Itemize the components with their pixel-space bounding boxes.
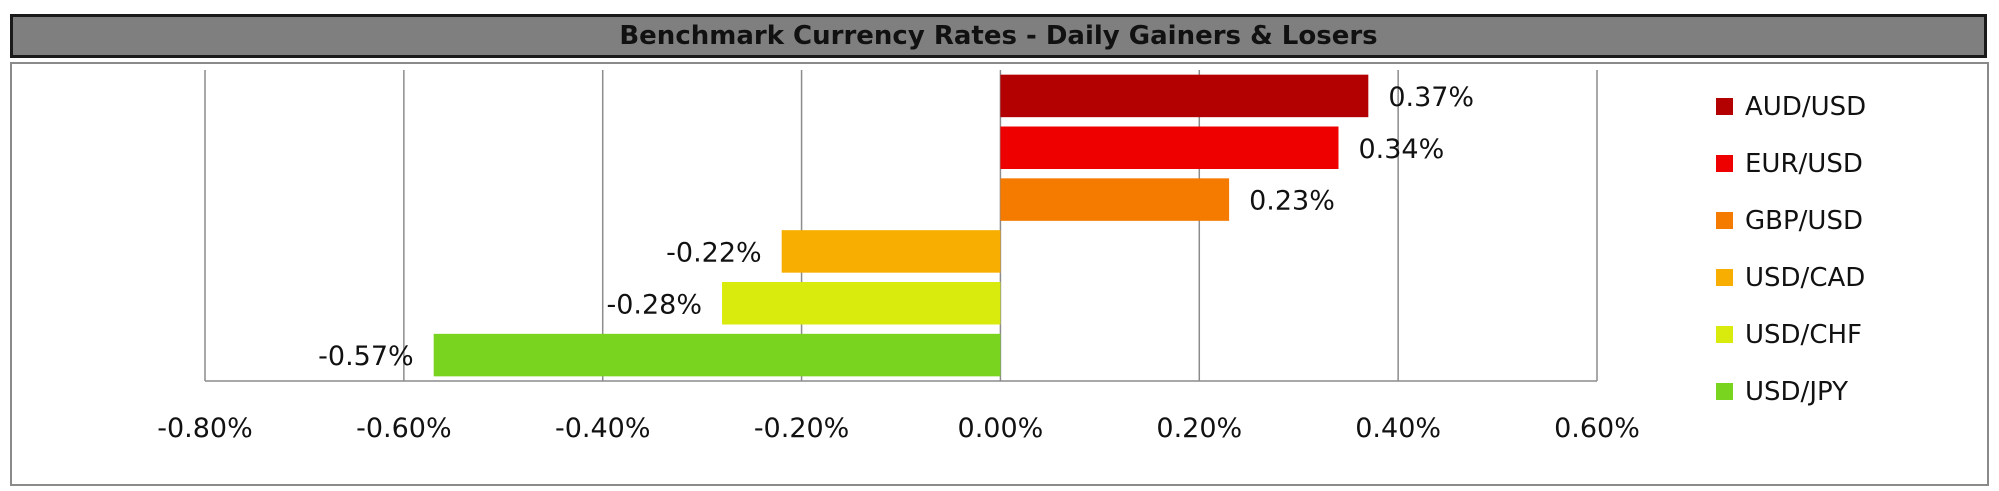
chart-title: Benchmark Currency Rates - Daily Gainers… <box>10 14 1987 58</box>
x-tick-label: -0.80% <box>157 413 253 444</box>
gridlines <box>204 70 1598 382</box>
bar-usd-cad <box>781 230 1001 273</box>
data-label: 0.23% <box>1249 186 1335 217</box>
data-label: -0.22% <box>666 237 762 268</box>
bar-usd-jpy <box>433 333 1001 377</box>
legend-item: GBP/USD <box>1716 192 1976 249</box>
legend-item: USD/CAD <box>1716 249 1976 306</box>
legend-item: USD/JPY <box>1716 363 1976 420</box>
legend-label: USD/CAD <box>1745 262 1866 293</box>
legend-swatch <box>1716 326 1733 343</box>
x-tick-label: -0.60% <box>356 413 452 444</box>
legend-swatch <box>1716 98 1733 115</box>
x-axis-tick-labels: -0.80% -0.60% -0.40% -0.20% 0.00% 0.20% 0.40% 0… <box>157 413 1640 444</box>
x-tick-label: -0.40% <box>555 413 651 444</box>
x-tick-label: 0.40% <box>1355 413 1441 444</box>
x-tick-label: 0.60% <box>1554 413 1640 444</box>
legend-label: GBP/USD <box>1745 205 1863 236</box>
bar-aud-usd <box>1000 74 1369 118</box>
legend-swatch <box>1716 155 1733 172</box>
bar-eur-usd <box>1000 126 1339 170</box>
legend-item: USD/CHF <box>1716 306 1976 363</box>
x-tick-label: 0.20% <box>1156 413 1242 444</box>
bar-gbp-usd <box>1000 178 1230 221</box>
legend-item: EUR/USD <box>1716 135 1976 192</box>
data-label: -0.28% <box>607 289 703 320</box>
x-tick-label: -0.20% <box>754 413 850 444</box>
bar-usd-chf <box>722 281 1001 325</box>
legend-label: AUD/USD <box>1745 91 1867 122</box>
legend-swatch <box>1716 212 1733 229</box>
legend-item: AUD/USD <box>1716 78 1976 135</box>
data-label: 0.37% <box>1388 82 1474 113</box>
legend-label: USD/JPY <box>1745 376 1848 407</box>
legend-label: EUR/USD <box>1745 148 1863 179</box>
data-label: 0.34% <box>1358 134 1444 165</box>
data-label: -0.57% <box>318 341 414 372</box>
legend-swatch <box>1716 383 1733 400</box>
legend: AUD/USD EUR/USD GBP/USD USD/CAD USD/CHF USD/J… <box>1716 78 1976 420</box>
bars <box>433 74 1369 377</box>
legend-swatch <box>1716 269 1733 286</box>
x-tick-label: 0.00% <box>958 413 1044 444</box>
legend-label: USD/CHF <box>1745 319 1862 350</box>
chart-area-border <box>10 62 1989 486</box>
data-labels: 0.37% 0.34% 0.23% -0.22% -0.28% -0.57% <box>318 82 1474 372</box>
